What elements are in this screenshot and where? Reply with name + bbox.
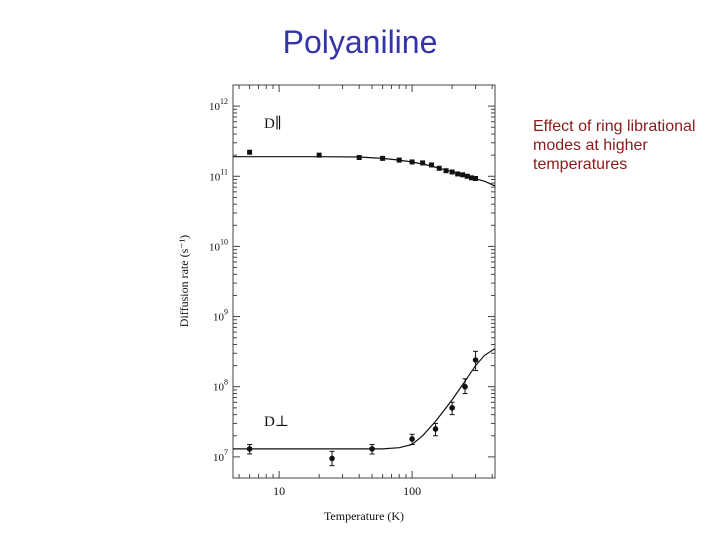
series-label-2: D⊥	[264, 414, 289, 430]
data-point	[469, 175, 475, 181]
y-tick-label: 108	[213, 378, 228, 394]
data-point	[420, 160, 426, 166]
data-point	[409, 159, 415, 165]
data-point	[464, 173, 470, 179]
data-point	[462, 383, 468, 390]
data-point	[316, 152, 322, 158]
data-point	[246, 446, 253, 452]
data-point	[449, 405, 455, 411]
data-point	[472, 357, 479, 363]
data-point	[432, 426, 439, 432]
data-point	[329, 455, 335, 462]
annotation-note: Effect of ring librational modes at high…	[533, 118, 696, 173]
fit-curve-2	[233, 348, 496, 450]
data-point	[396, 157, 402, 163]
data-point	[473, 175, 479, 181]
y-tick-label: 1010	[209, 237, 228, 253]
x-tick-label: 10	[273, 484, 285, 498]
data-point	[409, 436, 415, 442]
data-point	[443, 168, 449, 174]
data-point	[455, 171, 461, 177]
data-point	[380, 155, 386, 161]
y-tick-label: 107	[213, 448, 228, 464]
data-point	[247, 149, 253, 155]
y-tick-label: 109	[213, 308, 228, 324]
data-point	[460, 172, 466, 178]
y-tick-label: 1012	[209, 97, 228, 113]
y-axis-label: Diffusion rate (s⁻¹)	[177, 235, 191, 327]
slide-title: Polyaniline	[282, 24, 438, 60]
data-point	[436, 165, 442, 171]
x-tick-label: 100	[403, 484, 421, 498]
data-point	[429, 162, 435, 168]
data-point	[369, 446, 375, 452]
x-axis-label: Temperature (K)	[324, 509, 404, 523]
data-point	[356, 155, 362, 161]
data-point	[449, 169, 455, 175]
y-tick-label: 1011	[209, 167, 228, 183]
plot-frame	[232, 84, 496, 479]
fit-curve-1	[233, 156, 496, 187]
series-label-1: D∥	[264, 115, 282, 132]
